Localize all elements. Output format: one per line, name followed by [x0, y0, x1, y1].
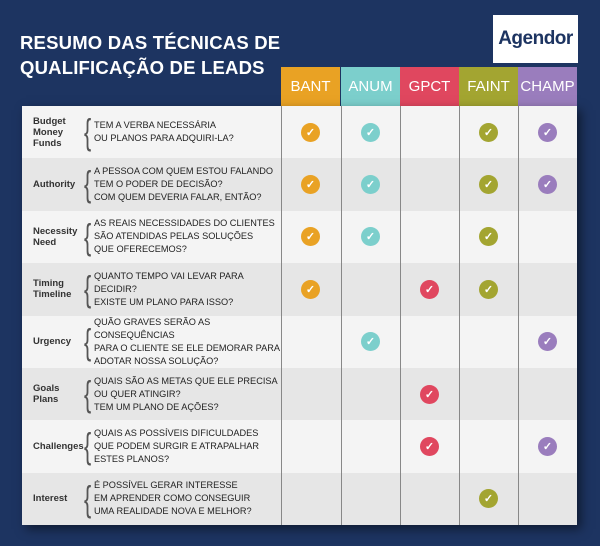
brace-icon: {	[84, 320, 92, 362]
column-header-champ: CHAMP	[518, 67, 577, 112]
check-circle-icon-gpct: ✓	[420, 384, 439, 404]
qualification-table: Budget Money Funds { TEM A VERBA NECESSÁ…	[22, 106, 577, 526]
column-divider	[518, 106, 519, 525]
brace-icon: {	[84, 111, 92, 152]
column-header-gpct: GPCT	[400, 67, 459, 112]
check-circle-icon-bant: ✓	[301, 122, 320, 142]
check-circle-icon-gpct: ✓	[420, 279, 439, 299]
criterion-label: Interest	[33, 493, 68, 505]
check-circle-icon-anum: ✓	[361, 227, 380, 247]
column-divider	[341, 106, 342, 525]
brace-icon: {	[84, 477, 92, 519]
title-line-2: QUALIFICAÇÃO DE LEADS	[20, 57, 265, 78]
criterion-label: Goals Plans	[33, 383, 60, 406]
criterion-label: Necessity Need	[33, 225, 78, 248]
column-header-bant: BANT	[281, 67, 340, 112]
brace-icon: {	[84, 163, 92, 205]
check-circle-icon-bant: ✓	[301, 175, 320, 195]
criterion-label: Authority	[33, 179, 76, 191]
brace-icon: {	[84, 215, 92, 257]
brace-icon: {	[84, 373, 92, 414]
check-circle-icon-faint: ✓	[479, 227, 498, 247]
table-row: Timing Timeline { QUANTO TEMPO VAI LEVAR…	[22, 263, 577, 316]
table-row: Challenges { QUAIS AS POSSÍVEIS DIFICULD…	[22, 420, 577, 473]
check-circle-icon-champ: ✓	[538, 175, 557, 195]
check-circle-icon-gpct: ✓	[420, 437, 439, 457]
table-row: Interest { É POSSÍVEL GERAR INTERESSE EM…	[22, 472, 577, 526]
table-row: Urgency { QUÃO GRAVES SERÃO AS CONSEQUÊN…	[22, 315, 577, 368]
column-divider	[400, 106, 401, 525]
criterion-label: Challenges	[33, 441, 84, 453]
check-circle-icon-faint: ✓	[479, 279, 498, 299]
brace-icon: {	[84, 268, 92, 310]
check-circle-icon-champ: ✓	[538, 332, 557, 352]
check-circle-icon-anum: ✓	[361, 122, 380, 142]
criterion-label: Urgency	[33, 336, 72, 348]
column-divider	[281, 106, 282, 525]
table-row: Budget Money Funds { TEM A VERBA NECESSÁ…	[22, 106, 577, 159]
column-header-faint: FAINT	[459, 67, 518, 112]
check-circle-icon-anum: ✓	[361, 175, 380, 195]
title-line-1: RESUMO DAS TÉCNICAS DE	[20, 32, 281, 53]
agendor-logo: Agendor	[493, 15, 578, 63]
criterion-question: QUAIS SÃO AS METAS QUE ELE PRECISA OU QU…	[94, 375, 278, 412]
column-divider	[459, 106, 460, 525]
page-title: RESUMO DAS TÉCNICAS DE QUALIFICAÇÃO DE L…	[20, 30, 280, 80]
table-row: Necessity Need { AS REAIS NECESSIDADES D…	[22, 210, 577, 264]
check-circle-icon-faint: ✓	[479, 489, 498, 509]
check-circle-icon-bant: ✓	[301, 227, 320, 247]
criterion-question: QUÃO GRAVES SERÃO AS CONSEQUÊNCIAS PARA …	[94, 316, 281, 366]
table-row: Authority { A PESSOA COM QUEM ESTOU FALA…	[22, 158, 577, 211]
criterion-label: Budget Money Funds	[33, 115, 66, 149]
table-row: Goals Plans { QUAIS SÃO AS METAS QUE ELE…	[22, 368, 577, 421]
check-circle-icon-faint: ✓	[479, 175, 498, 195]
criterion-question: A PESSOA COM QUEM ESTOU FALANDO TEM O PO…	[94, 166, 274, 203]
check-circle-icon-bant: ✓	[301, 279, 320, 299]
check-circle-icon-faint: ✓	[479, 122, 498, 142]
criterion-question: QUANTO TEMPO VAI LEVAR PARA DECIDIR? EXI…	[94, 270, 244, 307]
criterion-label: Timing Timeline	[33, 278, 72, 301]
criterion-question: TEM A VERBA NECESSÁRIA OU PLANOS PARA AD…	[94, 120, 234, 144]
check-circle-icon-anum: ✓	[361, 332, 380, 352]
criterion-question: É POSSÍVEL GERAR INTERESSE EM APRENDER C…	[94, 480, 252, 517]
column-header-anum: ANUM	[341, 67, 400, 112]
brace-icon: {	[84, 425, 92, 467]
criterion-question: AS REAIS NECESSIDADES DO CLIENTES SÃO AT…	[94, 218, 275, 255]
check-circle-icon-champ: ✓	[538, 122, 557, 142]
check-circle-icon-champ: ✓	[538, 437, 557, 457]
criterion-question: QUAIS AS POSSÍVEIS DIFICULDADES QUE PODE…	[94, 428, 260, 465]
